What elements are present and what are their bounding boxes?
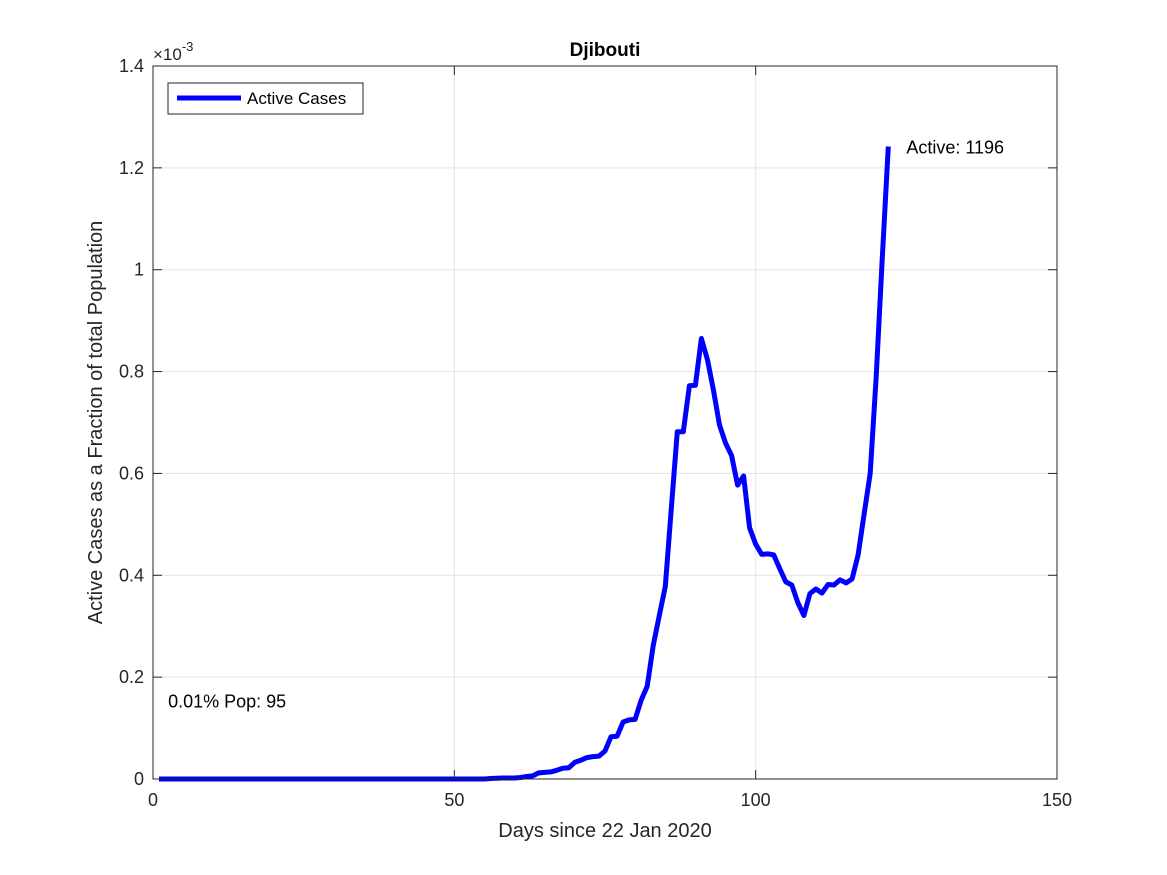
series-line-active-cases: [159, 146, 891, 782]
y-tick-label: 1.4: [119, 56, 144, 76]
y-tick-label: 1: [134, 260, 144, 280]
y-tick-label: 0.6: [119, 463, 144, 483]
series-layer: [159, 146, 891, 782]
y-tick-label: 0.2: [119, 667, 144, 687]
annotation-text: Active: 1196: [906, 137, 1004, 157]
x-tick-label: 0: [148, 790, 158, 810]
annotation-text: 0.01% Pop: 95: [168, 692, 286, 712]
legend: Active Cases: [167, 82, 364, 115]
legend-label: Active Cases: [247, 89, 346, 108]
grid-lines: [153, 66, 1057, 779]
x-tick-label: 150: [1042, 790, 1072, 810]
y-exponent-power: -3: [182, 39, 194, 54]
y-tick-label: 1.2: [119, 158, 144, 178]
y-tick-label: 0.8: [119, 362, 144, 382]
axis-ticks: [152, 65, 1058, 780]
y-tick-label: 0: [134, 769, 144, 789]
y-axis-label: Active Cases as a Fraction of total Popu…: [85, 221, 107, 625]
plot-frame: [152, 65, 1058, 780]
annotations: Active: 1196 0.01% Pop: 95: [168, 137, 1004, 711]
axis-tick-labels: 0 50 100 150 0 0.2 0.4 0.6 0.8 1 1.2 1.4: [119, 56, 1072, 810]
chart-title: Djibouti: [570, 40, 641, 61]
x-axis-label: Days since 22 Jan 2020: [498, 820, 711, 842]
x-tick-label: 100: [741, 790, 771, 810]
x-tick-label: 50: [444, 790, 464, 810]
y-exponent-label: ×10-3: [153, 39, 193, 64]
y-exponent-base: ×10: [153, 45, 182, 64]
y-tick-label: 0.4: [119, 565, 144, 585]
plot-area: [153, 66, 1057, 779]
